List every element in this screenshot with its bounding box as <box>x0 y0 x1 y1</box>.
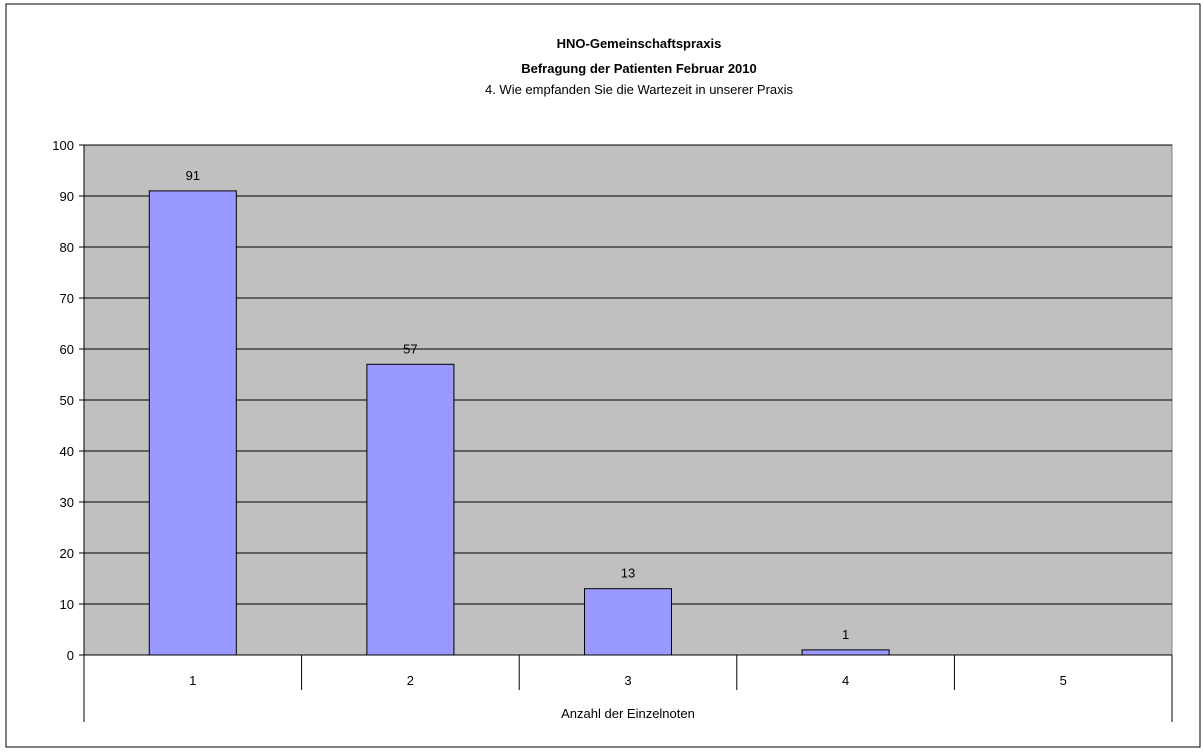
bar-3 <box>583 588 673 656</box>
x-tick-label: 4 <box>842 673 849 688</box>
y-tick-label: 80 <box>60 240 74 255</box>
y-tick-label: 60 <box>60 342 74 357</box>
data-label-4: 1 <box>842 627 849 642</box>
y-tick-label: 50 <box>60 393 74 408</box>
bar-2 <box>366 363 455 656</box>
y-axis: 0 10 20 30 40 50 60 70 80 90 100 <box>52 138 85 663</box>
y-tick-label: 100 <box>52 138 74 153</box>
gridlines <box>84 144 1172 605</box>
y-tick-label: 40 <box>60 444 74 459</box>
data-label-1: 91 <box>186 168 200 183</box>
chart-question: 4. Wie empfanden Sie die Wartezeit in un… <box>485 82 794 97</box>
bars <box>148 190 890 656</box>
y-tick-label: 90 <box>60 189 74 204</box>
chart-title: HNO-Gemeinschaftspraxis <box>557 36 722 51</box>
y-tick-label: 10 <box>60 597 74 612</box>
y-tick-label: 0 <box>67 648 74 663</box>
x-axis-label: Anzahl der Einzelnoten <box>561 706 695 721</box>
data-label-3: 13 <box>621 566 635 581</box>
bar-1 <box>148 190 237 656</box>
data-label-2: 57 <box>403 341 417 356</box>
bar-4 <box>801 649 890 656</box>
chart-subtitle: Befragung der Patienten Februar 2010 <box>521 61 757 76</box>
x-tick-label: 5 <box>1060 673 1067 688</box>
data-labels: 91 57 13 1 <box>186 168 850 642</box>
y-tick-label: 20 <box>60 546 74 561</box>
x-tick-label: 3 <box>624 673 631 688</box>
y-tick-label: 30 <box>60 495 74 510</box>
x-axis: 1 2 3 4 5 <box>83 654 1173 722</box>
x-tick-label: 2 <box>407 673 414 688</box>
y-tick-label: 70 <box>60 291 74 306</box>
x-tick-label: 1 <box>189 673 196 688</box>
